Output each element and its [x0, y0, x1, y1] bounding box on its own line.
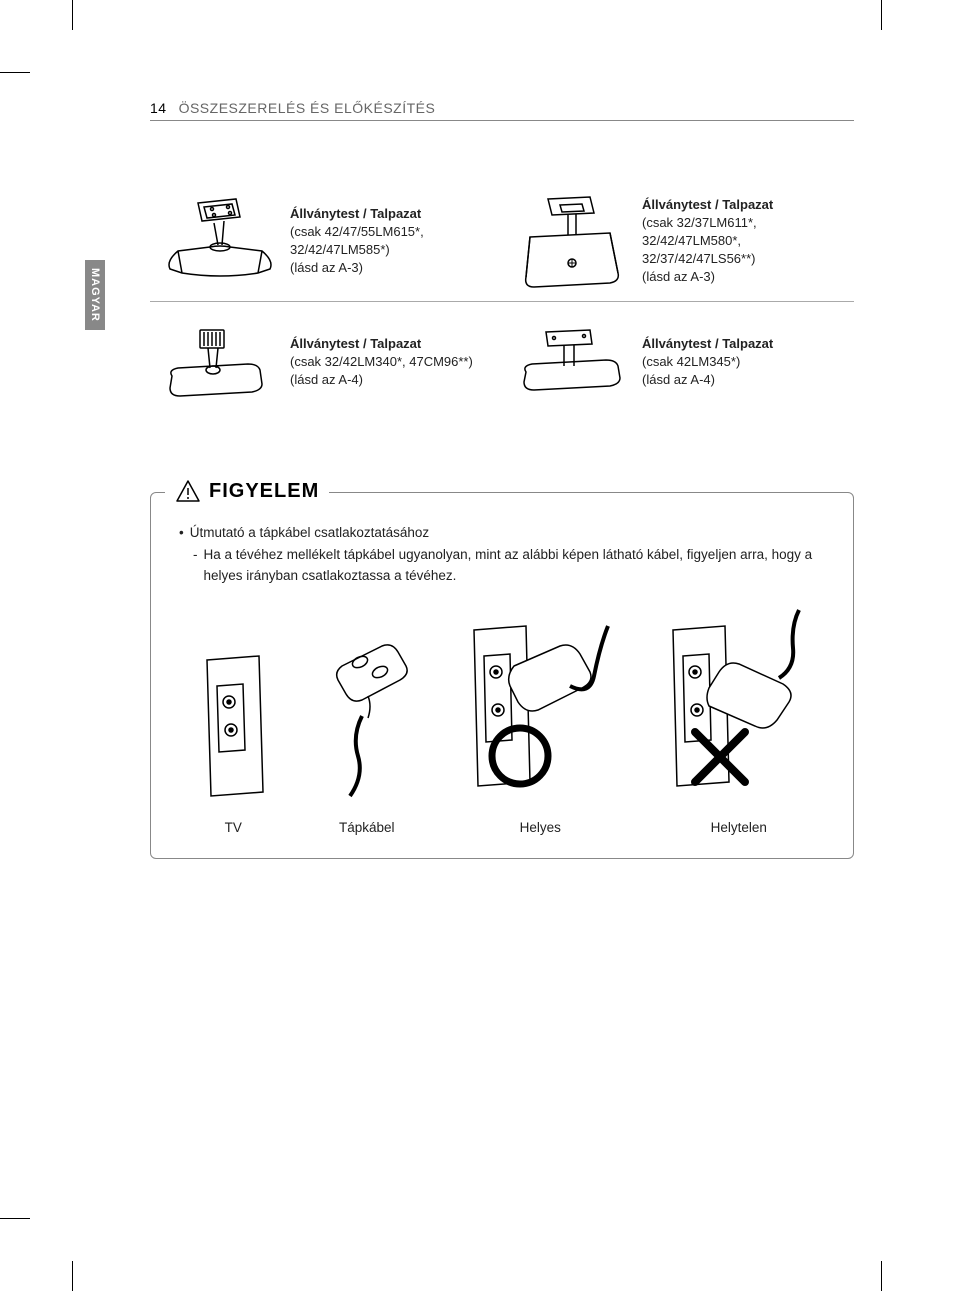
- crop-mark: [0, 1218, 30, 1219]
- stand-illustration: [158, 191, 278, 291]
- stand-illustration: [158, 312, 278, 412]
- cable-label: Tápkábel: [339, 820, 395, 835]
- sub-bullet-text: Ha a tévéhez mellékelt tápkábel ugyanoly…: [204, 545, 834, 586]
- sub-bullet-item: - Ha a tévéhez mellékelt tápkábel ugyano…: [179, 545, 833, 586]
- cable-correct-col: Helyes: [460, 606, 620, 838]
- stand-models: (csak 42LM345*): [642, 354, 740, 369]
- wrong-connection-illustration: [659, 606, 819, 806]
- stand-item: Állványtest / Talpazat (csak 32/42LM340*…: [150, 302, 502, 422]
- stand-title: Állványtest / Talpazat: [642, 197, 773, 212]
- attention-box: FIGYELEM • Útmutató a tápkábel csatlakoz…: [150, 492, 854, 859]
- stand-models: (csak 32/42LM340*, 47CM96**): [290, 354, 473, 369]
- attention-body: • Útmutató a tápkábel csatlakoztatásához…: [171, 523, 833, 838]
- warning-icon: [175, 479, 201, 503]
- stand-text: Állványtest / Talpazat (csak 42LM345*) (…: [642, 335, 773, 390]
- cable-label: TV: [225, 820, 242, 835]
- cable-diagram-row: TV: [179, 606, 833, 838]
- crop-mark: [0, 72, 30, 73]
- cable-label: Helyes: [520, 820, 561, 835]
- attention-heading: FIGYELEM: [165, 479, 329, 503]
- cable-plug-col: Tápkábel: [312, 606, 422, 838]
- stand-ref: (lásd az A-3): [290, 260, 363, 275]
- stand-item: Állványtest / Talpazat (csak 42/47/55LM6…: [150, 181, 502, 302]
- crop-mark: [881, 1261, 882, 1291]
- attention-label: FIGYELEM: [209, 480, 319, 503]
- stand-illustration: [510, 191, 630, 291]
- cable-wrong-col: Helytelen: [659, 606, 819, 838]
- page-header: 14 ÖSSZESZERELÉS ÉS ELŐKÉSZÍTÉS: [150, 100, 854, 121]
- bullet-item: • Útmutató a tápkábel csatlakoztatásához: [179, 523, 833, 543]
- cable-label: Helytelen: [711, 820, 767, 835]
- stand-text: Állványtest / Talpazat (csak 42/47/55LM6…: [290, 205, 494, 278]
- stand-title: Állványtest / Talpazat: [290, 336, 421, 351]
- language-tab: MAGYAR: [85, 260, 105, 330]
- correct-connection-illustration: [460, 606, 620, 806]
- stand-item: Állványtest / Talpazat (csak 32/37LM611*…: [502, 181, 854, 302]
- page-number: 14: [150, 100, 167, 116]
- stand-illustration: [510, 312, 630, 412]
- stand-item: Állványtest / Talpazat (csak 42LM345*) (…: [502, 302, 854, 422]
- bullet-text: Útmutató a tápkábel csatlakoztatásához: [190, 523, 429, 543]
- section-title: ÖSSZESZERELÉS ÉS ELŐKÉSZÍTÉS: [179, 100, 436, 116]
- stand-models: (csak 42/47/55LM615*, 32/42/47LM585*): [290, 224, 424, 257]
- stand-grid: Állványtest / Talpazat (csak 42/47/55LM6…: [150, 181, 854, 422]
- stand-ref: (lásd az A-4): [290, 372, 363, 387]
- tv-socket-illustration: [193, 606, 273, 806]
- stand-ref: (lásd az A-4): [642, 372, 715, 387]
- stand-title: Állványtest / Talpazat: [642, 336, 773, 351]
- crop-mark: [72, 1261, 73, 1291]
- cable-tv-col: TV: [193, 606, 273, 838]
- stand-text: Állványtest / Talpazat (csak 32/37LM611*…: [642, 196, 846, 287]
- stand-text: Állványtest / Talpazat (csak 32/42LM340*…: [290, 335, 473, 390]
- crop-mark: [72, 0, 73, 30]
- stand-ref: (lásd az A-3): [642, 269, 715, 284]
- stand-models: (csak 32/37LM611*, 32/42/47LM580*, 32/37…: [642, 215, 757, 266]
- crop-mark: [881, 0, 882, 30]
- power-cable-illustration: [312, 606, 422, 806]
- stand-title: Állványtest / Talpazat: [290, 206, 421, 221]
